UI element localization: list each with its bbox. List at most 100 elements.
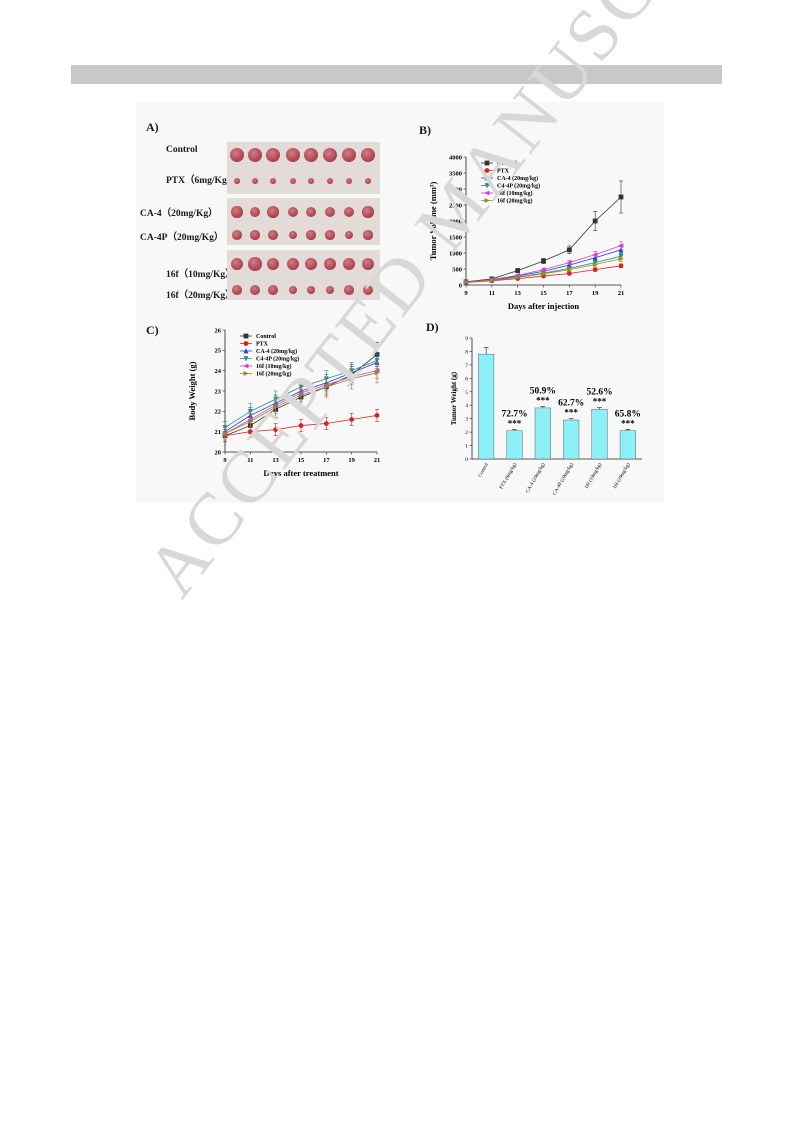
photo-row-label: 16f（20mg/Kg） bbox=[166, 291, 235, 301]
tumor-sample bbox=[362, 284, 374, 296]
y-tick-label: 500 bbox=[452, 266, 462, 273]
y-tick-label: 3500 bbox=[449, 170, 462, 177]
tumor-sample bbox=[230, 257, 244, 271]
tumor-sample bbox=[361, 148, 375, 162]
data-point bbox=[592, 267, 598, 273]
y-tick-label: 0 bbox=[465, 457, 468, 463]
x-tick-label: PTX (6mg/kg) bbox=[499, 462, 518, 490]
y-tick-label: 7 bbox=[465, 363, 468, 369]
y-tick-label: 1000 bbox=[449, 250, 462, 257]
series bbox=[463, 246, 624, 285]
inhibition-label: 52.6% bbox=[586, 388, 612, 398]
header-bar bbox=[71, 65, 722, 84]
tumor-sample bbox=[286, 257, 300, 271]
y-tick-label: 5 bbox=[465, 390, 468, 396]
data-point bbox=[592, 218, 598, 224]
data-point bbox=[247, 429, 253, 435]
data-point bbox=[540, 267, 546, 273]
significance-label: *** bbox=[564, 408, 578, 418]
tumor-sample bbox=[268, 230, 278, 240]
tumor-sample bbox=[304, 148, 318, 162]
tumor-sample bbox=[232, 285, 242, 295]
tumor-sample bbox=[250, 230, 260, 240]
y-tick-label: 23 bbox=[215, 388, 222, 395]
legend-label: 16f (10mg/kg) bbox=[256, 363, 292, 370]
y-tick-label: 21 bbox=[215, 429, 222, 436]
y-tick-label: 9 bbox=[465, 336, 468, 342]
inhibition-label: 72.7% bbox=[501, 409, 527, 419]
y-tick-label: 24 bbox=[215, 368, 222, 375]
tumor-sample bbox=[248, 257, 262, 271]
data-point bbox=[484, 198, 490, 203]
tumor-sample bbox=[268, 285, 278, 295]
tumor-sample bbox=[249, 284, 261, 296]
photo-row-label: CA-4P（20mg/Kg） bbox=[140, 233, 224, 243]
significance-label: *** bbox=[536, 395, 550, 405]
legend-label: 16f (10mg/kg) bbox=[497, 190, 533, 197]
tumor-sample bbox=[325, 285, 335, 295]
y-tick-label: 1500 bbox=[449, 234, 462, 241]
legend-label: CA-4 (20mg/kg) bbox=[497, 175, 538, 182]
tumor-sample bbox=[232, 230, 242, 240]
significance-label: *** bbox=[593, 397, 607, 407]
data-point bbox=[541, 258, 546, 264]
y-tick-label: 8 bbox=[465, 349, 468, 355]
tumor-sample bbox=[323, 148, 337, 162]
bar bbox=[619, 430, 636, 460]
y-axis-title: Tumor Weight (g) bbox=[450, 371, 458, 425]
data-point bbox=[243, 348, 249, 354]
data-point bbox=[323, 421, 329, 426]
data-point bbox=[592, 262, 599, 267]
tumor-sample bbox=[289, 177, 297, 185]
data-point bbox=[298, 392, 304, 398]
tumor-sample bbox=[248, 148, 262, 162]
tumor-sample bbox=[343, 206, 355, 218]
tumor-sample bbox=[234, 178, 240, 184]
body-weight-chart: 9 11 13 15 17 19 21 20 21 22 23 24 25 26 Days after tr… bbox=[187, 327, 380, 478]
x-tick-label: Control bbox=[478, 462, 490, 478]
data-point bbox=[515, 274, 521, 280]
data-point bbox=[484, 183, 490, 189]
tumor-sample bbox=[326, 177, 334, 185]
data-point bbox=[349, 417, 355, 422]
x-axis-title: Days after injection bbox=[508, 301, 579, 311]
photo-row-label: PTX（6mg/Kg） bbox=[166, 176, 237, 186]
significance-label: *** bbox=[508, 418, 522, 428]
tumor-sample bbox=[287, 206, 299, 218]
bar bbox=[591, 409, 608, 460]
tumor-sample bbox=[308, 178, 314, 184]
x-tick-label: 11 bbox=[489, 290, 495, 297]
tumor-sample bbox=[266, 148, 280, 162]
legend-label: 16f (20mg/kg) bbox=[497, 198, 533, 205]
y-tick-label: 2000 bbox=[449, 218, 462, 225]
data-point bbox=[222, 431, 228, 437]
y-tick-label: 2 bbox=[465, 430, 468, 436]
tumor-volume-chart: 9 11 13 15 17 19 21 0 500 1000 1500 2000 2500 3000 350… bbox=[428, 154, 624, 311]
y-tick-label: 6 bbox=[465, 376, 468, 382]
series bbox=[222, 409, 380, 441]
legend-label: PTX bbox=[256, 342, 269, 348]
y-tick-label: 22 bbox=[215, 409, 222, 416]
tumor-sample bbox=[365, 178, 371, 184]
x-tick-label: 13 bbox=[514, 290, 521, 297]
x-tick-label: 19 bbox=[348, 457, 355, 464]
x-tick-label: 16f (10mg/kg) bbox=[584, 462, 603, 490]
legend-label: 16f (20mg/kg) bbox=[256, 371, 292, 378]
data-point bbox=[463, 279, 469, 285]
data-point bbox=[349, 376, 355, 382]
y-tick-label: 25 bbox=[215, 348, 222, 355]
data-point bbox=[541, 271, 547, 277]
series bbox=[463, 255, 624, 285]
bar bbox=[563, 419, 580, 460]
data-point bbox=[243, 341, 249, 346]
panel-b-label: B) bbox=[419, 123, 431, 137]
tumor-sample bbox=[305, 258, 317, 270]
data-point bbox=[618, 256, 624, 262]
legend-label: CA-4 (20mg/kg) bbox=[256, 348, 297, 355]
tumor-sample bbox=[288, 230, 298, 240]
x-tick-label: CA-4P (20mg/kg) bbox=[553, 462, 576, 496]
tumor-sample bbox=[230, 148, 244, 162]
data-point bbox=[298, 423, 304, 428]
photo-row-label: CA-4（20mg/Kg） bbox=[140, 209, 218, 219]
data-point bbox=[618, 243, 624, 249]
